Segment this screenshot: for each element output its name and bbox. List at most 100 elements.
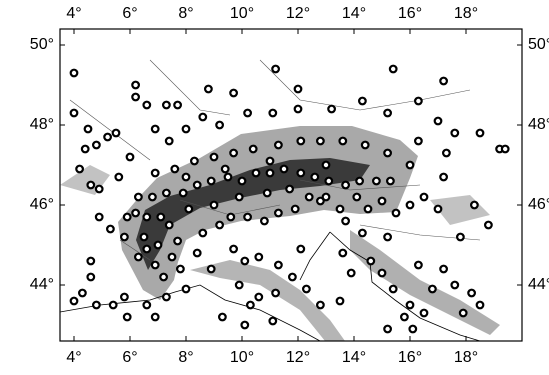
y-tick-label: 46° [30,196,54,213]
station [435,206,442,213]
station [323,162,330,169]
station [236,282,243,289]
station [326,178,333,185]
station [387,178,394,185]
station [132,82,139,89]
station [298,246,305,253]
station [348,270,355,277]
station [144,302,151,309]
station [384,110,391,117]
station [289,274,296,281]
station [407,302,414,309]
station [93,302,100,309]
station [152,126,159,133]
station [270,110,277,117]
station [407,202,414,209]
station [415,98,422,105]
station [393,210,400,217]
station [342,182,349,189]
station [144,246,151,253]
station [264,190,271,197]
station [71,298,78,305]
station [384,326,391,333]
station [71,110,78,117]
station [384,150,391,157]
x-tick-label: 16° [398,5,422,22]
station [152,262,159,269]
station [298,138,305,145]
station [354,194,361,201]
station [421,310,428,317]
station [135,254,142,261]
station [429,286,436,293]
station [116,174,123,181]
y-tick-label: 44° [30,276,54,293]
station [88,258,95,265]
station [292,206,299,213]
station [272,66,279,73]
station [415,138,422,145]
station [76,166,83,173]
station [460,310,467,317]
station [216,122,223,129]
station [135,194,142,201]
station [337,298,344,305]
station [440,174,447,181]
station [253,170,260,177]
station [186,206,193,213]
station [275,210,282,217]
station [295,86,302,93]
station [337,206,344,213]
station [317,198,324,205]
station [194,182,201,189]
y-tick-label: 50° [528,36,549,53]
x-tick-label: 18° [454,349,478,366]
station [365,206,372,213]
station [230,246,237,253]
station [368,258,375,265]
x-tick-label: 12° [286,349,310,366]
station [317,138,324,145]
station [124,314,131,321]
station [225,174,232,181]
station [410,326,417,333]
x-tick-label: 6° [122,349,137,366]
station [242,258,249,265]
station [244,214,251,221]
x-tick-label: 10° [230,349,254,366]
y-tick-label: 48° [30,116,54,133]
station [82,146,89,153]
station [468,290,475,297]
x-tick-label: 6° [122,5,137,22]
station [132,94,139,101]
station [96,214,103,221]
station [477,302,484,309]
station [298,170,305,177]
station [379,270,386,277]
station [174,238,181,245]
station [272,290,279,297]
station [191,158,198,165]
station [275,262,282,269]
station [230,90,237,97]
station [216,222,223,229]
station [362,142,369,149]
station [440,78,447,85]
y-tick-label: 48° [528,116,549,133]
station [255,294,262,301]
station [356,178,363,185]
station [180,190,187,197]
x-tick-label: 10° [230,5,254,22]
x-tick-label: 8° [178,5,193,22]
station [443,150,450,157]
station [144,102,151,109]
station [312,174,319,181]
station [104,134,111,141]
station [440,266,447,273]
station [166,222,173,229]
station [255,254,262,261]
x-tick-label: 4° [66,349,81,366]
station [149,194,156,201]
station [384,234,391,241]
x-tick-label: 18° [454,5,478,22]
